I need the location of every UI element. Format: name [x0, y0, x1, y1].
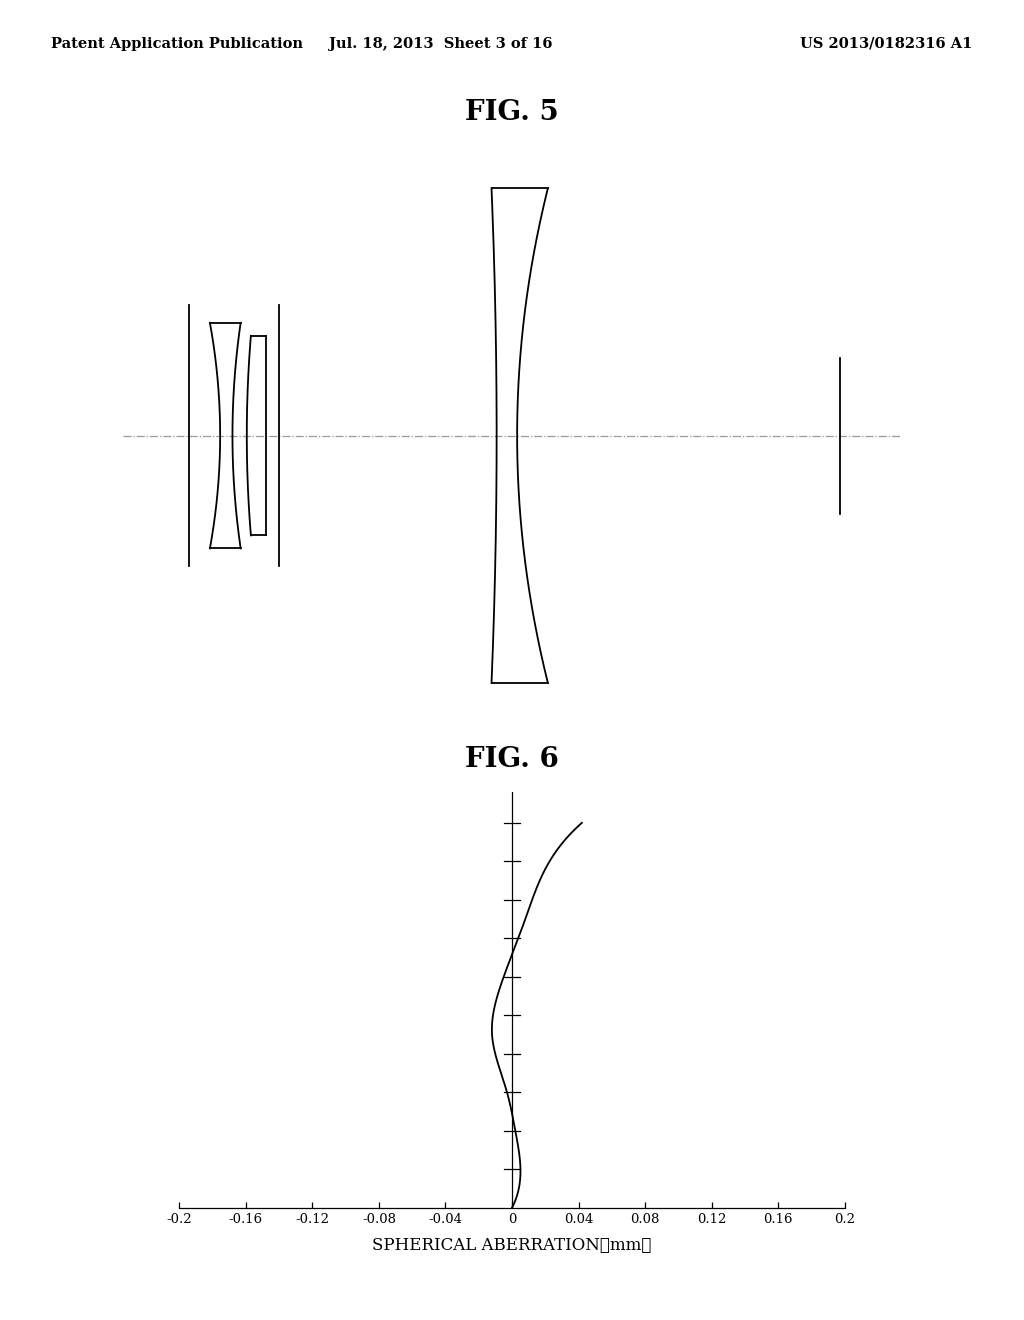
Text: Jul. 18, 2013  Sheet 3 of 16: Jul. 18, 2013 Sheet 3 of 16 [329, 37, 552, 51]
Text: FIG. 6: FIG. 6 [465, 746, 559, 772]
X-axis label: SPHERICAL ABERRATION（mm）: SPHERICAL ABERRATION（mm） [373, 1237, 651, 1254]
Text: Patent Application Publication: Patent Application Publication [51, 37, 303, 51]
Text: FIG. 5: FIG. 5 [465, 99, 559, 125]
Text: US 2013/0182316 A1: US 2013/0182316 A1 [801, 37, 973, 51]
